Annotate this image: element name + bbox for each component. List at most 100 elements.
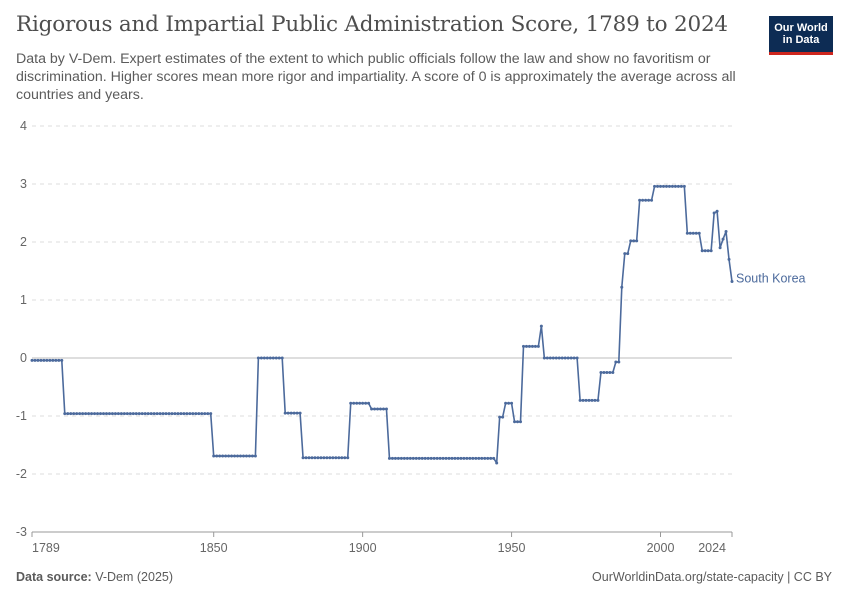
data-point	[426, 456, 430, 460]
data-point	[51, 358, 55, 362]
data-point	[265, 356, 269, 360]
data-point	[116, 412, 120, 416]
y-tick-label: -1	[16, 409, 27, 423]
data-point	[435, 456, 439, 460]
data-point	[587, 398, 591, 402]
data-point	[143, 412, 147, 416]
series-line	[32, 185, 733, 464]
data-point	[539, 324, 543, 328]
data-point	[384, 407, 388, 411]
axes: -3 -2 -1 0 1 2 3 4 1789 1850 1900 1950 2000 2024	[16, 119, 733, 555]
data-point	[620, 285, 624, 289]
data-point	[39, 358, 43, 362]
data-point	[271, 356, 275, 360]
data-point	[474, 456, 478, 460]
y-tick-label: 0	[20, 351, 27, 365]
data-point	[140, 412, 144, 416]
data-point	[682, 184, 686, 188]
data-point	[608, 371, 612, 374]
data-point	[611, 371, 615, 374]
data-point	[45, 358, 49, 362]
data-point	[66, 412, 70, 416]
x-tick-label: 1789	[32, 541, 60, 555]
data-point	[563, 356, 567, 360]
data-point	[721, 237, 725, 241]
data-point	[444, 456, 448, 460]
data-point	[602, 371, 606, 374]
series-label-south-korea: South Korea	[736, 271, 806, 285]
data-point	[432, 456, 436, 460]
y-tick-label: 3	[20, 177, 27, 191]
data-point	[423, 456, 427, 460]
data-point	[605, 371, 609, 374]
data-point	[250, 454, 254, 458]
data-point	[581, 398, 585, 402]
data-point	[379, 407, 383, 411]
x-tick-label: 1950	[498, 541, 526, 555]
license-separator: |	[787, 570, 794, 584]
data-point	[480, 456, 484, 460]
license[interactable]: CC BY	[793, 570, 832, 584]
data-point	[99, 412, 103, 416]
data-point	[572, 356, 576, 360]
data-point	[575, 356, 579, 360]
data-point	[477, 456, 481, 460]
data-point	[450, 456, 454, 460]
data-point	[57, 358, 61, 362]
data-point	[626, 252, 630, 256]
data-point	[441, 456, 445, 460]
data-point	[542, 356, 546, 360]
data-point	[84, 412, 88, 416]
series-layer	[30, 184, 734, 465]
data-point	[566, 356, 570, 360]
data-point	[334, 456, 338, 460]
data-point	[667, 184, 671, 188]
data-point	[694, 231, 698, 235]
data-point	[533, 344, 537, 348]
data-point	[346, 456, 350, 460]
data-point	[614, 360, 618, 364]
data-point	[72, 412, 76, 416]
data-point	[679, 184, 683, 188]
data-point	[78, 412, 82, 416]
data-point	[501, 415, 505, 419]
data-point	[495, 461, 499, 465]
source-link[interactable]: OurWorldinData.org/state-capacity	[592, 570, 784, 584]
data-point	[489, 456, 493, 460]
data-point	[635, 239, 639, 243]
data-point	[364, 401, 368, 405]
data-point	[295, 411, 299, 415]
data-point	[244, 454, 248, 458]
data-point	[390, 456, 394, 460]
data-point	[137, 412, 141, 416]
data-point	[629, 239, 633, 243]
data-point	[30, 358, 34, 362]
data-point	[709, 249, 713, 253]
owid-logo[interactable]: Our World in Data	[769, 16, 833, 55]
data-point	[510, 401, 514, 405]
data-point	[325, 456, 329, 460]
data-point	[727, 257, 731, 261]
data-point	[298, 411, 302, 415]
data-point	[164, 412, 168, 416]
data-point	[405, 456, 409, 460]
data-point	[530, 344, 534, 348]
data-point	[688, 231, 692, 235]
data-point	[188, 412, 192, 416]
data-point	[691, 231, 695, 235]
data-point	[623, 252, 627, 256]
data-point	[718, 246, 722, 250]
data-point	[122, 412, 126, 416]
data-point	[507, 401, 511, 405]
data-point	[545, 356, 549, 360]
line-chart: -3 -2 -1 0 1 2 3 4 1789 1850 1900 1950 2000 2024 Sout…	[16, 119, 806, 555]
data-point	[661, 184, 665, 188]
data-point	[516, 420, 520, 424]
data-point	[253, 454, 257, 458]
data-point	[289, 411, 293, 415]
data-point	[212, 454, 216, 458]
data-point	[438, 456, 442, 460]
data-point	[268, 356, 272, 360]
x-tick-label: 1850	[200, 541, 228, 555]
logo-line-1: Our World	[774, 22, 828, 34]
